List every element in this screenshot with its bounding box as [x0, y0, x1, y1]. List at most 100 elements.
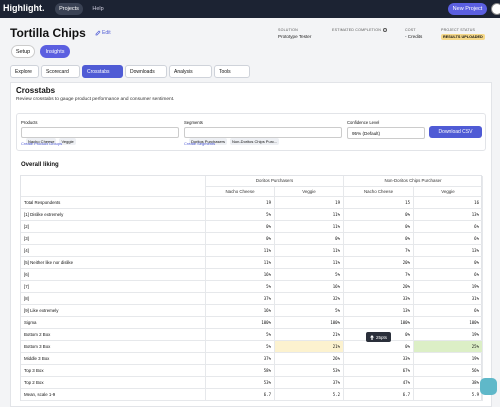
- value-cell: 0%: [344, 221, 414, 233]
- tab-active[interactable]: Insights: [40, 45, 70, 58]
- value-cell: 37%: [275, 377, 344, 389]
- info-label: COST: [405, 28, 416, 32]
- info-icon[interactable]: [383, 28, 387, 32]
- crosstab-table: Doritos Purchasers Non-Doritos Chips Purc…: [20, 175, 483, 401]
- value-cell: 37%: [206, 353, 275, 365]
- subtab[interactable]: Downloads: [125, 65, 167, 78]
- value-cell: 5%: [206, 281, 275, 293]
- subtab[interactable]: Tools: [214, 65, 250, 78]
- edit-icon: [95, 30, 101, 36]
- row-label: [8]: [21, 293, 206, 305]
- tooltip-text: 25pts: [376, 334, 388, 340]
- filter-box: [16, 113, 486, 151]
- chip: Non-Doritos Chips Purc...: [230, 138, 280, 145]
- row-label: [7]: [21, 281, 206, 293]
- arrow-icon: [370, 334, 374, 340]
- nav-bar: [0, 0, 500, 18]
- value-cell: 11%: [275, 221, 344, 233]
- row-label: Top 2 Box: [21, 377, 206, 389]
- value-cell: 15: [344, 197, 414, 209]
- chat-button[interactable]: [480, 378, 497, 395]
- product-select[interactable]: Nacho Cheese Veggie: [21, 127, 179, 145]
- create-link[interactable]: Create Product Groups: [21, 141, 63, 146]
- row-label: [9] Like extremely: [21, 305, 206, 317]
- value-cell: 26%: [275, 353, 344, 365]
- value-cell: 0%: [275, 233, 344, 245]
- table-title: Overall liking: [21, 162, 59, 168]
- value-cell: 0%: [344, 233, 414, 245]
- value-cell: 0%: [206, 233, 275, 245]
- row-label: Top 3 Box: [21, 365, 206, 377]
- subtab[interactable]: Explore: [10, 65, 39, 78]
- info-label: SOLUTION: [278, 28, 298, 32]
- value-cell: 56%: [414, 365, 483, 377]
- value-cell: 0%: [344, 341, 414, 353]
- new-project-button[interactable]: New Project: [448, 3, 487, 15]
- value-cell: 16: [414, 197, 483, 209]
- row-label: [2]: [21, 221, 206, 233]
- section-description: Review crosstabs to gauge product perfor…: [16, 97, 175, 102]
- nav-link[interactable]: Help: [92, 6, 104, 12]
- tab[interactable]: Setup: [11, 45, 35, 58]
- segment-select[interactable]: Doritos Purchasers Non-Doritos Chips Purc…: [184, 127, 342, 145]
- logo[interactable]: Highlight.: [3, 3, 45, 13]
- filter-label: Products: [21, 120, 38, 125]
- value-cell: 47%: [344, 377, 414, 389]
- value-cell: 5.9: [414, 389, 483, 401]
- create-link[interactable]: Create Segments: [184, 141, 216, 146]
- value-cell: 67%: [344, 365, 414, 377]
- value-cell: 6%: [414, 233, 483, 245]
- value-cell: 16%: [206, 305, 275, 317]
- value-cell: 58%: [206, 365, 275, 377]
- subtab[interactable]: Scorecard: [41, 65, 80, 78]
- row-label: [4]: [21, 245, 206, 257]
- subtab[interactable]: Analysis: [169, 65, 212, 78]
- chip: Veggie: [59, 138, 76, 145]
- row-label: [6]: [21, 269, 206, 281]
- value-cell: 5.2: [275, 389, 344, 401]
- value-cell: 100%: [206, 317, 275, 329]
- value-cell: 6%: [414, 269, 483, 281]
- value-cell: 6%: [414, 305, 483, 317]
- section-title: Crosstabs: [16, 86, 56, 95]
- row-label: [3]: [21, 233, 206, 245]
- chip: Nacho Cheese: [26, 138, 57, 145]
- value-cell: 11%: [275, 209, 344, 221]
- value-cell: 11%: [206, 257, 275, 269]
- value-cell: 0%: [344, 209, 414, 221]
- value-cell: 5%: [275, 305, 344, 317]
- value-cell: 19%: [414, 281, 483, 293]
- value-cell: 7%: [344, 269, 414, 281]
- page-title: Tortilla Chips: [10, 26, 86, 40]
- filter-label: Segments: [184, 120, 203, 125]
- value-cell: 13%: [414, 209, 483, 221]
- edit-link[interactable]: Edit: [102, 30, 111, 36]
- info-value: - Credits: [405, 34, 423, 39]
- info-label: PROJECT STATUS: [441, 28, 476, 32]
- chip: Doritos Purchasers: [189, 138, 228, 145]
- column-header: Veggie: [414, 186, 483, 197]
- value-cell: 6.7: [344, 389, 414, 401]
- confidence-select[interactable]: 95% (Default): [347, 127, 425, 139]
- value-cell: 6.7: [206, 389, 275, 401]
- value-cell: 16%: [275, 281, 344, 293]
- row-label: Bottom 3 Box: [21, 341, 206, 353]
- value-cell: 20%: [344, 257, 414, 269]
- value-cell: 0%: [414, 257, 483, 269]
- download-button[interactable]: Download CSV: [429, 126, 482, 138]
- value-cell: 11%: [275, 257, 344, 269]
- nav-link[interactable]: Projects: [55, 3, 83, 15]
- avatar[interactable]: [491, 3, 500, 15]
- column-header: Veggie: [275, 186, 344, 197]
- value-cell: 5%: [275, 269, 344, 281]
- value-cell: 53%: [275, 365, 344, 377]
- subtab-active[interactable]: Crosstabs: [82, 65, 123, 78]
- status-badge: RESULTS UPLOADED: [441, 34, 485, 40]
- row-label: Middle 3 Box: [21, 353, 206, 365]
- value-cell: 13%: [414, 245, 483, 257]
- value-cell: 31%: [414, 293, 483, 305]
- info-value: Prototype Tester: [278, 34, 312, 39]
- column-header: Nacho Cheese: [344, 186, 414, 197]
- value-cell: 13%: [344, 305, 414, 317]
